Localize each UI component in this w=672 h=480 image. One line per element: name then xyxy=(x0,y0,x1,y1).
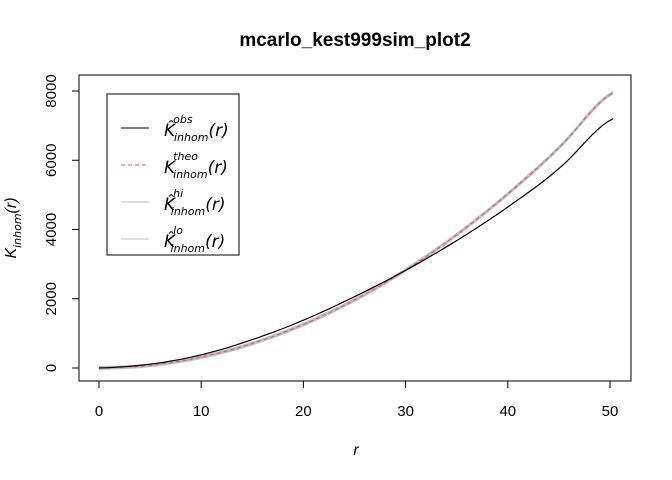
x-tick-label: 30 xyxy=(397,403,414,420)
x-axis-label: r xyxy=(353,442,359,459)
x-tick-label: 20 xyxy=(295,403,312,420)
y-axis-label-arg: (r) xyxy=(3,197,20,213)
series-line-lo xyxy=(98,93,614,370)
legend-label-lo: K̂lo inhom(r) xyxy=(164,224,225,255)
y-axis-label: Kinhom(r) xyxy=(3,197,24,258)
chart-title: mcarlo_kest999sim_plot2 xyxy=(239,30,470,51)
svg-text:Kinhom(r): Kinhom(r) xyxy=(3,197,24,258)
x-tick-label: 40 xyxy=(499,403,516,420)
y-tick-label: 6000 xyxy=(43,144,60,177)
y-tick-label: 0 xyxy=(43,364,60,372)
legend-label-hi: K̂hi inhom(r) xyxy=(164,187,226,218)
x-tick-label: 0 xyxy=(95,403,103,420)
series-layer xyxy=(98,90,614,370)
legend-box xyxy=(106,93,240,256)
legend: K̂obs inhom(r) Ktheo inhom(r) K̂hi inhom(r) K̂… xyxy=(106,93,240,256)
y-tick-label: 8000 xyxy=(43,74,60,107)
y-axis-label-sub: inhom xyxy=(11,213,24,247)
series-line-theo xyxy=(98,92,614,369)
series-line-obs xyxy=(98,118,614,369)
x-axis: 0 10 20 30 40 50 xyxy=(95,380,619,420)
x-tick-label: 10 xyxy=(193,403,210,420)
x-tick-label: 50 xyxy=(602,403,619,420)
y-tick-label: 4000 xyxy=(43,213,60,246)
y-tick-label: 2000 xyxy=(43,282,60,315)
legend-label-obs: K̂obs inhom(r) xyxy=(164,113,229,144)
y-axis: 0 2000 4000 6000 8000 xyxy=(43,74,80,372)
legend-label-theo: Ktheo inhom(r) xyxy=(164,150,228,181)
y-axis-label-main: K xyxy=(3,247,20,259)
